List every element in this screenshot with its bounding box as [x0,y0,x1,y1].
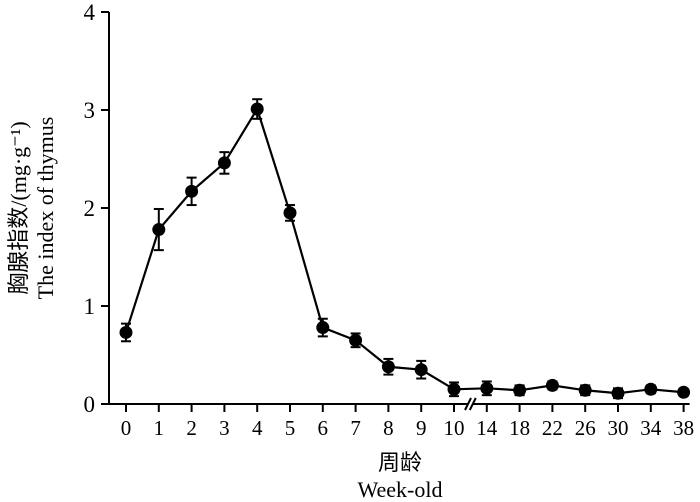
data-point [578,383,592,397]
error-bars [121,98,689,400]
data-point [447,382,461,396]
x-tick-labels: 0 1 2 3 4 5 6 7 8 9 10 14 18 22 26 30 34 38 [121,416,694,440]
x-tick-label: 30 [608,416,629,440]
data-point [611,386,625,400]
data-point [283,206,297,220]
x-tick-label: 5 [285,416,296,440]
x-tick-label: 4 [252,416,263,440]
data-point [152,223,166,237]
y-tick-label: 2 [84,196,96,221]
y-tick-label: 4 [84,0,96,25]
data-point [381,360,395,374]
x-axis-title-cn: 周龄 [378,450,422,475]
data-point [217,156,231,170]
data-point [414,363,428,377]
data-point [185,184,199,198]
data-points [119,102,691,400]
y-tick-label: 1 [84,294,96,319]
y-tick-label: 3 [84,98,96,123]
x-tick-label: 22 [542,416,563,440]
plot-area [119,98,691,400]
x-tick-label: 7 [350,416,361,440]
data-point [316,321,330,335]
data-point [480,381,494,395]
x-tick-label: 9 [416,416,427,440]
y-axis-title-en: The index of thymus [33,117,58,300]
x-tick-label: 10 [444,416,465,440]
x-axis-title-en: Week-old [358,477,443,502]
x-tick-label: 3 [219,416,230,440]
axis-break-mark-left [464,397,472,411]
x-tick-label: 1 [154,416,165,440]
x-tick-label: 26 [575,416,596,440]
x-tick-label: 34 [640,416,662,440]
data-point [513,383,527,397]
data-point [545,378,559,392]
x-tick-label: 38 [673,416,694,440]
x-tick-label: 0 [121,416,132,440]
data-point [250,102,264,116]
x-tick-label: 14 [476,416,498,440]
data-point [677,385,691,399]
data-point [644,382,658,396]
data-point [119,325,133,339]
axis-break-mark-right [468,397,477,411]
axes [101,11,690,412]
x-tick-label: 6 [318,416,329,440]
y-axis-title-cn: 胸腺指数/(mg·g⁻¹) [6,121,31,294]
data-point [349,333,363,347]
y-tick-labels: 0 1 2 3 4 [84,0,96,417]
x-tick-label: 2 [186,416,197,440]
x-tick-label: 18 [509,416,530,440]
y-tick-label: 0 [84,392,96,417]
series-line [124,106,684,395]
x-tick-label: 8 [383,416,394,440]
